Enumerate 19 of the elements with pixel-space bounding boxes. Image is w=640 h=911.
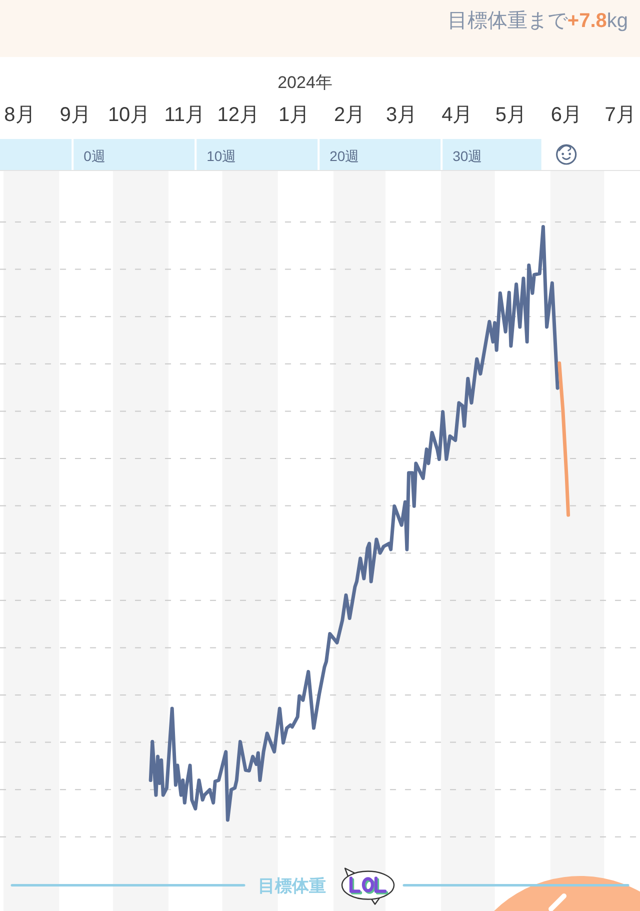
x-tick-label: 4月 [442, 104, 473, 126]
x-tick-label: 11月 [164, 104, 206, 126]
x-tick-label: 7月 [604, 104, 636, 126]
x-tick-label: 6月 [550, 104, 582, 126]
x-tick-label: 5月 [495, 104, 526, 126]
x-tick-label: 3月 [386, 104, 418, 126]
title: 目標体重まで+7.8kg [447, 10, 628, 32]
annotation: 30週 [452, 148, 482, 164]
ref-line-label: 目標体重 [258, 876, 326, 896]
x-axis-title: 2024年 [278, 73, 332, 92]
annotation: 20週 [330, 148, 360, 164]
x-tick-label: 8月 [4, 104, 36, 126]
annotation: 10週 [206, 148, 236, 164]
x-tick-label: 10月 [108, 104, 150, 126]
x-tick-label: 12月 [217, 104, 260, 126]
x-tick-label: 2月 [334, 104, 366, 126]
x-tick-label: 9月 [60, 104, 91, 126]
annotation: 0週 [84, 148, 106, 164]
x-tick-label: 1月 [278, 104, 310, 126]
